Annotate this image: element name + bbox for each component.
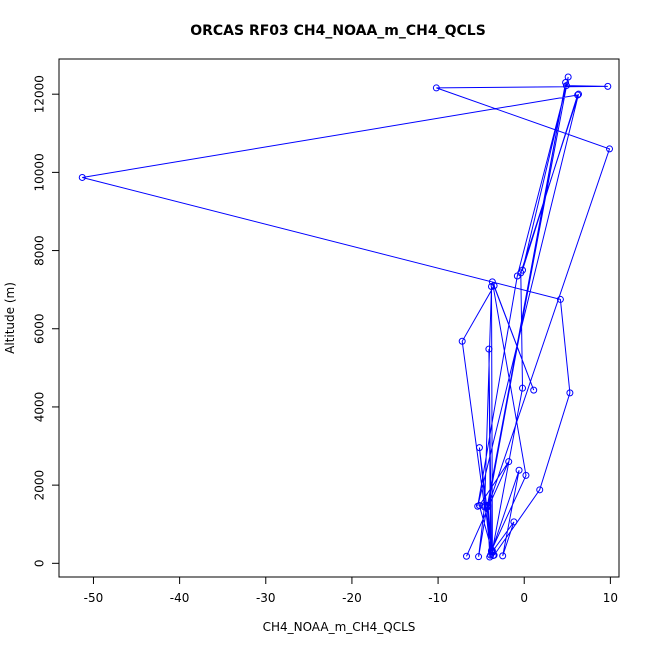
data-point bbox=[519, 266, 527, 274]
x-tick-label: -30 bbox=[256, 591, 276, 605]
data-point bbox=[574, 91, 582, 99]
data-point bbox=[499, 552, 507, 560]
data-point bbox=[475, 444, 483, 452]
y-tick-label: 6000 bbox=[33, 313, 47, 344]
data-point bbox=[562, 82, 570, 90]
series-line bbox=[82, 76, 611, 558]
data-point bbox=[530, 386, 538, 394]
data-point bbox=[606, 145, 614, 153]
data-point bbox=[481, 503, 489, 511]
data-point bbox=[522, 471, 530, 479]
x-axis-label: CH4_NOAA_m_CH4_QCLS bbox=[263, 620, 416, 634]
data-point bbox=[556, 295, 564, 303]
data-point bbox=[485, 345, 493, 353]
data-point bbox=[483, 503, 491, 511]
data-point bbox=[564, 73, 572, 81]
data-point bbox=[488, 278, 496, 286]
y-tick-label: 12000 bbox=[33, 75, 47, 113]
data-point bbox=[513, 272, 521, 280]
data-point bbox=[475, 553, 483, 561]
data-point bbox=[519, 384, 527, 392]
y-axis: 0 2000 4000 6000 8000 10000 12000 bbox=[33, 75, 60, 567]
data-point bbox=[536, 486, 544, 494]
y-tick-label: 8000 bbox=[33, 235, 47, 266]
y-tick-label: 10000 bbox=[33, 153, 47, 191]
y-axis-label: Altitude (m) bbox=[3, 282, 17, 354]
x-tick-label: 10 bbox=[603, 591, 618, 605]
y-tick-label: 2000 bbox=[33, 470, 47, 501]
x-axis: -50 -40 -30 -20 -10 0 10 bbox=[84, 576, 618, 605]
x-tick-label: -50 bbox=[84, 591, 104, 605]
x-tick-label: -20 bbox=[342, 591, 362, 605]
data-point bbox=[488, 546, 496, 554]
y-tick-label: 4000 bbox=[33, 392, 47, 423]
data-point bbox=[487, 283, 495, 291]
x-tick-label: -10 bbox=[428, 591, 448, 605]
series-group bbox=[78, 73, 614, 561]
data-point bbox=[432, 84, 440, 92]
data-point bbox=[566, 389, 574, 397]
data-point bbox=[515, 466, 523, 474]
plot-frame bbox=[58, 58, 620, 578]
data-point bbox=[575, 90, 583, 98]
data-point bbox=[510, 518, 518, 526]
data-point bbox=[505, 458, 513, 466]
data-point bbox=[604, 82, 612, 90]
data-point bbox=[474, 502, 482, 510]
data-point bbox=[78, 173, 86, 181]
data-point bbox=[562, 78, 570, 86]
data-point bbox=[490, 551, 498, 559]
chart-title: ORCAS RF03 CH4_NOAA_m_CH4_QCLS bbox=[190, 23, 486, 39]
x-tick-label: -40 bbox=[170, 591, 190, 605]
x-tick-label: 0 bbox=[520, 591, 528, 605]
y-tick-label: 0 bbox=[33, 559, 47, 567]
data-point bbox=[463, 552, 471, 560]
data-point bbox=[487, 551, 495, 559]
data-point bbox=[458, 337, 466, 345]
